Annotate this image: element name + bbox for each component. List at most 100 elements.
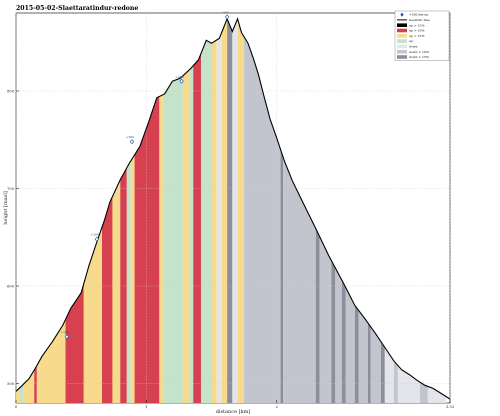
gradient-band xyxy=(420,382,428,403)
gradient-band xyxy=(34,365,37,403)
y-tick-label: 600 xyxy=(7,284,15,288)
up-marker-label: +200 xyxy=(91,233,100,237)
legend-label: down xyxy=(409,45,417,49)
gradient-band xyxy=(36,319,66,403)
legend-swatch xyxy=(397,44,407,49)
gradient-band xyxy=(354,305,359,403)
y-tick-label: 800 xyxy=(7,89,15,93)
legend-item: +100 hm up xyxy=(400,12,428,17)
gradient-band xyxy=(345,287,355,403)
legend-swatch xyxy=(397,55,407,59)
gradient-band xyxy=(319,236,332,403)
legend-swatch xyxy=(397,49,407,54)
legend-label: heuristic line xyxy=(409,18,430,22)
legend-label: up > 15% xyxy=(409,23,424,27)
gradient-band xyxy=(384,347,394,403)
legend-item: up > 10% xyxy=(397,29,424,33)
legend-swatch xyxy=(397,39,407,43)
gradient-band xyxy=(130,154,135,403)
legend-item: down xyxy=(397,45,417,49)
up-marker-diamond xyxy=(129,139,135,145)
gradient-band xyxy=(232,18,238,403)
gradient-band xyxy=(163,75,183,403)
gradient-band xyxy=(237,18,245,403)
gradient-band xyxy=(120,167,127,403)
gradient-band xyxy=(427,386,447,403)
legend-swatch xyxy=(397,28,407,33)
legend-label: up > 10% xyxy=(409,29,424,33)
gradient-band xyxy=(280,149,284,403)
gradient-band xyxy=(335,267,342,403)
x-tick-label: 1 xyxy=(145,405,147,409)
gradient-band xyxy=(83,227,103,403)
legend-item: up > 15% xyxy=(397,23,424,27)
gradient-band xyxy=(397,365,421,403)
gradient-band xyxy=(211,39,217,403)
gradient-band xyxy=(65,283,84,403)
gradient-band xyxy=(16,387,20,403)
up-marker: +100 xyxy=(61,330,70,340)
up-marker: +200 xyxy=(91,233,100,242)
x-axis-label: distance [km] xyxy=(216,409,251,415)
up-marker: +400 xyxy=(175,75,184,84)
x-tick-label: 0 xyxy=(15,405,18,409)
legend-label: up xyxy=(409,39,413,43)
legend-label: +100 hm up xyxy=(409,13,428,17)
gradient-band xyxy=(393,361,398,403)
up-marker-label: +300 xyxy=(126,135,135,139)
gradient-band xyxy=(315,228,320,403)
legend-swatch xyxy=(397,34,407,38)
up-marker: +300 xyxy=(126,135,135,145)
gradient-band xyxy=(126,161,131,403)
legend-item: heuristic line xyxy=(397,18,430,22)
gradient-band xyxy=(201,40,212,404)
gradient-band xyxy=(193,53,202,404)
x-tick-label: 3.33 xyxy=(446,405,455,409)
gradient-band xyxy=(244,36,281,403)
up-marker-diamond xyxy=(179,78,184,84)
up-marker-label: +400 xyxy=(175,75,184,79)
up-marker-label: +100 xyxy=(61,330,70,334)
y-tick-label: 500 xyxy=(7,382,15,386)
legend-item: up > 15% xyxy=(397,34,424,38)
x-tick-label: 2 xyxy=(276,405,278,409)
gradient-band xyxy=(341,280,346,403)
up-marker-diamond xyxy=(64,334,70,340)
x-axis-ticks: 0 1 2 3.33 xyxy=(15,400,455,409)
grid-lines xyxy=(15,13,451,403)
y-axis-ticks: 500 600 700 800 xyxy=(7,89,19,386)
gradient-band xyxy=(358,310,368,403)
legend-swatch xyxy=(397,23,407,27)
y-axis-label: height [masl] xyxy=(3,191,9,225)
gradient-bands xyxy=(16,18,447,404)
gradient-band xyxy=(112,179,121,403)
up-marker: +500 xyxy=(221,10,230,20)
up-markers: +100 +200 +300 +400 +500 xyxy=(61,10,230,340)
gradient-band xyxy=(367,322,371,403)
legend-item: down > 10% xyxy=(397,50,429,54)
gradient-band xyxy=(134,96,160,404)
chart-title: 2015-05-02-Slaettaratindur-redone xyxy=(16,5,138,12)
gradient-band xyxy=(216,31,222,403)
gradient-band xyxy=(189,65,194,404)
gradient-band xyxy=(227,18,233,403)
gradient-band xyxy=(283,157,316,403)
up-marker-diamond xyxy=(224,14,230,20)
gradient-band xyxy=(159,94,164,403)
legend-label: down > 15% xyxy=(409,55,429,59)
gradient-band xyxy=(102,196,113,403)
legend-item: up xyxy=(397,39,413,43)
gradient-band xyxy=(331,260,336,403)
gradient-band xyxy=(370,326,381,403)
elevation-profile-line xyxy=(15,17,451,400)
gradient-band xyxy=(23,370,35,403)
legend-swatch xyxy=(400,12,404,17)
up-marker-label: +500 xyxy=(221,10,230,14)
gradient-band xyxy=(221,18,228,403)
up-marker-diamond xyxy=(94,236,100,242)
gradient-band xyxy=(182,69,190,403)
legend-label: down > 10% xyxy=(409,50,429,54)
gradient-band xyxy=(19,383,24,403)
